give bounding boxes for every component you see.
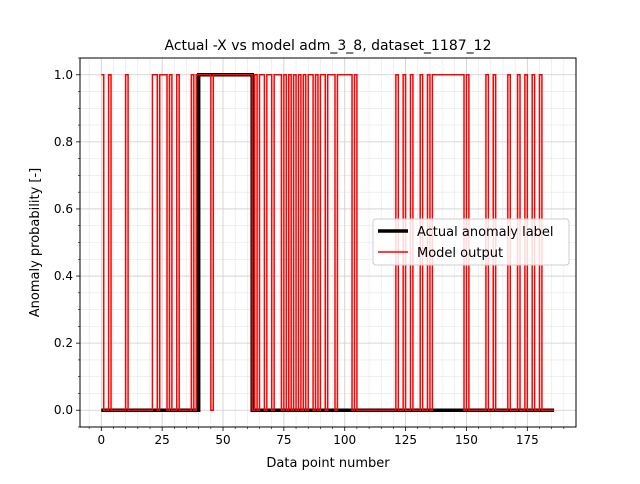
x-tick-label: 125 — [394, 433, 417, 447]
legend: Actual anomaly label Model output — [372, 218, 570, 266]
x-axis-label: Data point number — [266, 456, 390, 471]
legend-label: Actual anomaly label — [417, 225, 554, 240]
chart-title: Actual -X vs model adm_3_8, dataset_1187… — [165, 38, 492, 54]
legend-label: Model output — [417, 246, 503, 261]
y-tick-label: 0.4 — [54, 269, 73, 283]
x-tick-label: 100 — [333, 433, 356, 447]
x-tick-label: 150 — [455, 433, 478, 447]
x-tick-label: 175 — [516, 433, 539, 447]
x-tick-label: 50 — [215, 433, 230, 447]
series-line-model-output — [101, 74, 555, 411]
y-tick-label: 0.2 — [54, 336, 73, 350]
series-layer — [101, 73, 555, 412]
y-tick-label: 0.8 — [54, 135, 73, 149]
x-tick-label: 75 — [276, 433, 291, 447]
y-tick-label: 0.0 — [54, 403, 73, 417]
y-tick-label: 0.6 — [54, 202, 73, 216]
legend-box — [372, 218, 570, 266]
y-axis: 0.0 0.2 0.4 0.6 0.8 1.0 — [54, 57, 80, 428]
y-tick-label: 1.0 — [54, 68, 73, 82]
x-tick-label: 25 — [155, 433, 170, 447]
y-axis-label: Anomaly probability [-] — [28, 168, 43, 317]
x-tick-label: 0 — [97, 433, 105, 447]
x-axis: 0 25 50 75 100 125 150 175 — [88, 427, 565, 447]
